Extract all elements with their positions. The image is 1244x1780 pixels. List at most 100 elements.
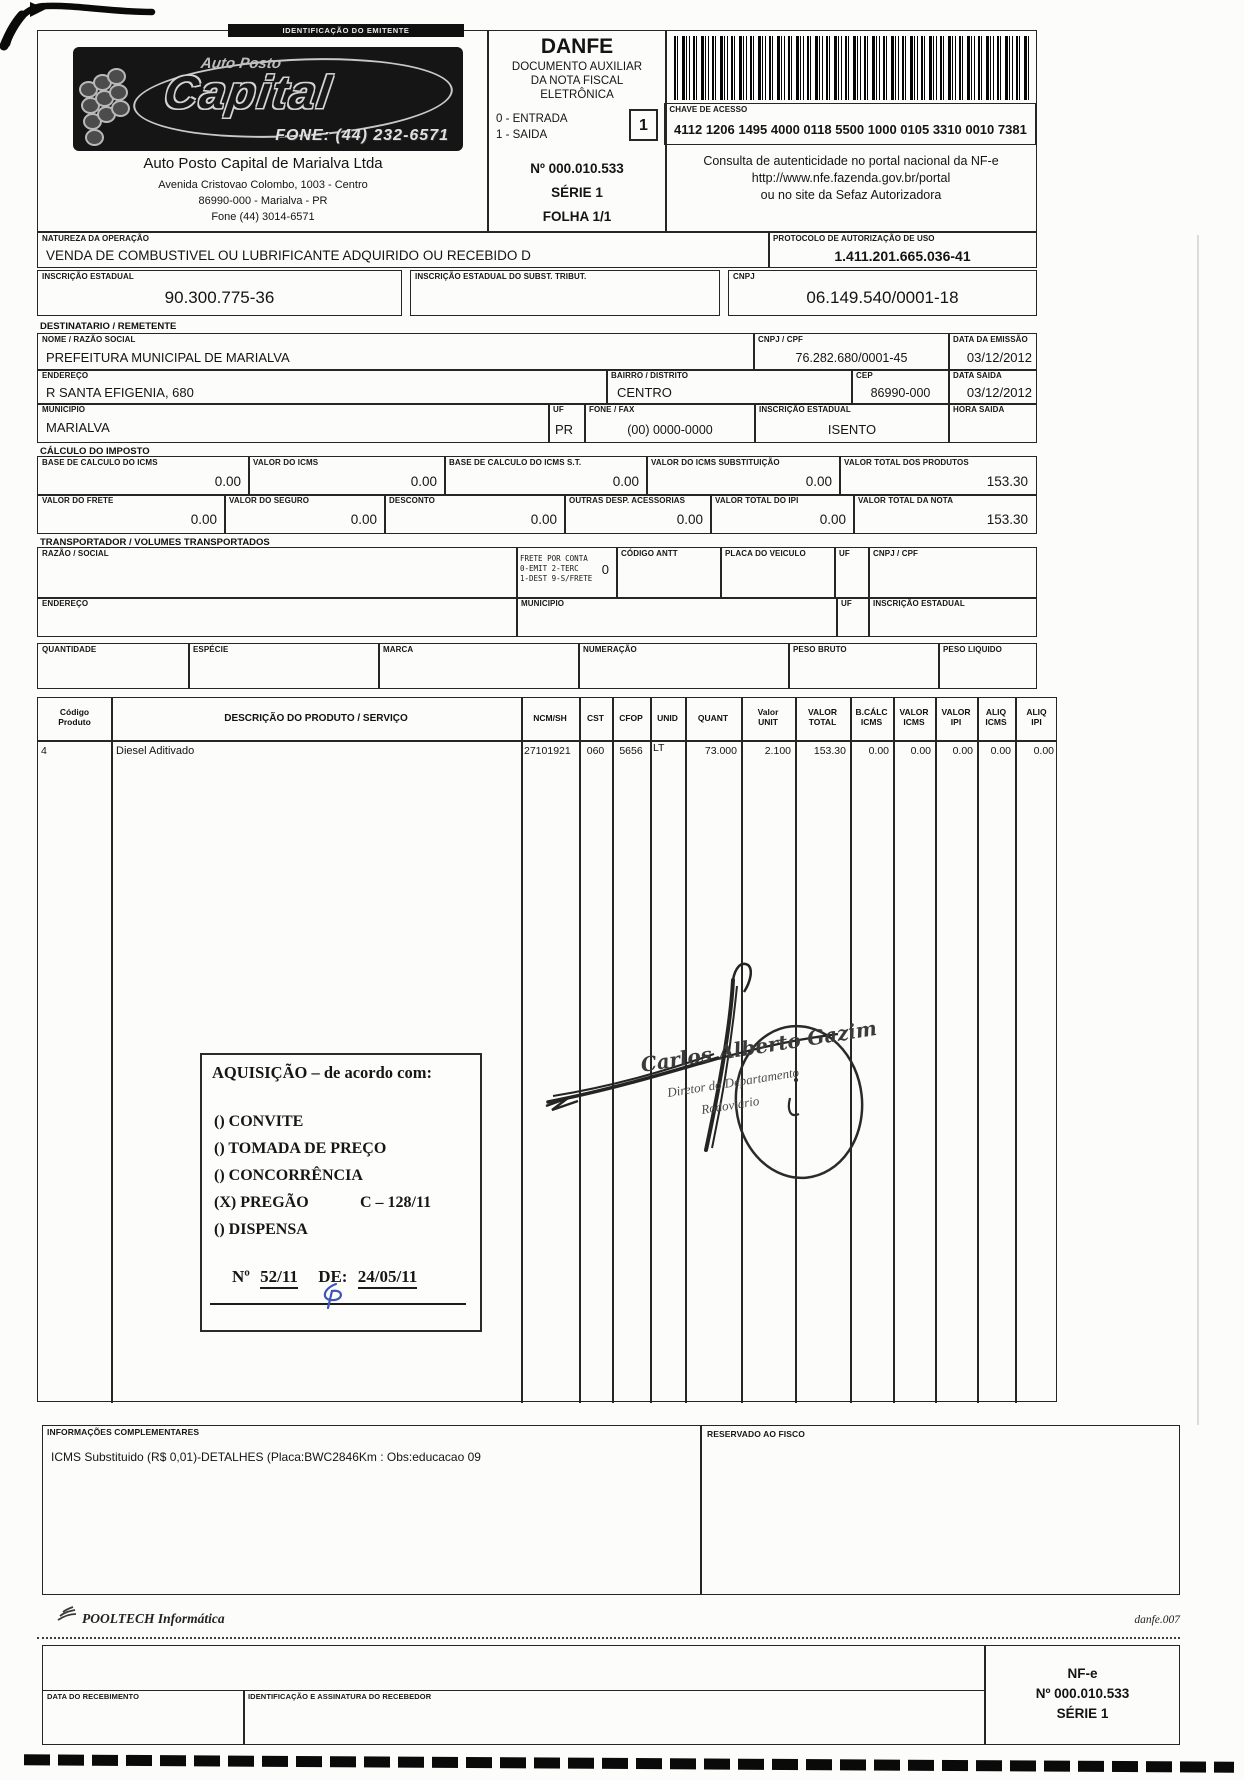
stub-data-recebimento-label: DATA DO RECEBIMENTO [47,1692,140,1701]
stamp-de-label: DE: [318,1267,348,1286]
col-header-quant: QUANT [697,713,729,723]
transp-municipio-label: MUNICIPIO [521,599,565,608]
transp-antt-label: CÓDIGO ANTT [621,549,678,558]
access-key-label: CHAVE DE ACESSO [669,105,748,114]
transp-uf1-box: UF [834,547,870,599]
imposto-r1c4-value: 0.00 [805,474,832,489]
col-header-bcalc: B.CÁLC ICMS [855,707,888,727]
inscricao-subst-label: INSCRIÇÃO ESTADUAL DO SUBST. TRIBUT. [415,272,587,281]
transp-endereco-box: ENDEREÇO [37,597,518,637]
dest-bairro-label: BAIRRO / DISTRITO [611,371,689,380]
dest-emissao-box: DATA DA EMISSÃO 03/12/2012 [948,333,1037,371]
dest-municipio-label: MUNICIPIO [42,405,86,414]
imposto-r1c2-label: VALOR DO ICMS [253,458,319,467]
transp-frete-box: FRETE POR CONTA 0-EMIT 2-TERC 1-DEST 9-S… [516,547,618,599]
transp-frete-label: FRETE POR CONTA 0-EMIT 2-TERC 1-DEST 9-S… [520,554,593,583]
stub-nfe-title: NF-e [1067,1666,1098,1681]
danfe-tipo: 1 [639,117,648,134]
danfe-subtitle: DOCUMENTO AUXILIAR DA NOTA FISCAL ELETRÔ… [511,61,643,101]
transp-numeracao-label: NUMERAÇÃO [583,645,637,654]
imposto-r1c1-value: 0.00 [214,474,241,489]
dest-endereco-box: ENDEREÇO R SANTA EFIGENIA, 680 [37,369,608,405]
page-edge-artifact [1197,235,1199,1425]
imposto-r1c3-value: 0.00 [612,474,639,489]
imposto-r2c5-value: 0.00 [819,512,846,527]
emitter-box: IDENTIFICAÇÃO DO EMITENTE Auto Posto Cap… [37,24,489,232]
transp-ie-label: INSCRIÇÃO ESTADUAL [873,599,965,608]
scan-mark [0,2,156,51]
dest-uf-value: PR [555,422,574,437]
danfe-title: DANFE [540,35,614,58]
imposto-r1c5-value: 153.30 [986,474,1028,489]
cell-cst: 060 [586,745,605,757]
products-table: Código Produto DESCRIÇÃO DO PRODUTO / SE… [37,697,1057,1403]
logo-phone: FONE: (44) 232-6571 [275,127,449,144]
cut-dotted-line [37,1637,1180,1639]
transp-endereco-label: ENDEREÇO [42,599,89,608]
info-complementares-box: INFORMAÇÕES COMPLEMENTARES ICMS Substitu… [42,1425,702,1595]
transp-uf2-box: UF [836,597,870,637]
stamp-date: 24/05/11 [357,1267,418,1289]
cell-quant: 73.000 [704,745,737,757]
transp-pesoliquido-label: PESO LIQUIDO [943,645,1002,654]
imposto-r2c1-label: VALOR DO FRETE [42,496,114,505]
imposto-r2c4-label: OUTRAS DESP. ACESSORIAS [569,496,686,505]
cell-aliqicms: 0.00 [990,745,1011,757]
dest-saida-box: DATA SAIDA 03/12/2012 [948,369,1037,405]
cnpj-value: 06.149.540/0001-18 [806,288,959,307]
transp-antt-box: CÓDIGO ANTT [616,547,722,599]
danfe-folha: FOLHA 1/1 [542,209,612,224]
inscricao-estadual-label: INSCRIÇÃO ESTADUAL [42,272,134,281]
cell-vtotal: 153.30 [813,745,846,757]
col-header-ncm: NCM/SH [533,713,567,723]
dest-cep-label: CEP [856,371,873,380]
stamp-number-line: Nº 52/11 DE: 24/05/11 [232,1267,418,1289]
col-header-descricao: DESCRIÇÃO DO PRODUTO / SERVIÇO [224,713,408,724]
imposto-r2c6-value: 153.30 [986,512,1028,527]
stub-data-recebimento-box: DATA DO RECEBIMENTO [42,1690,245,1745]
dest-fone-value: (00) 0000-0000 [627,423,713,437]
imposto-r2c5-label: VALOR TOTAL DO IPI [715,496,799,505]
natureza-value: VENDA DE COMBUSTIVEL OU LUBRIFICANTE ADQ… [46,248,531,263]
imposto-r1c5-label: VALOR TOTAL DOS PRODUTOS [844,458,969,467]
transp-cnpj-label: CNPJ / CPF [873,549,919,558]
dest-cep-value: 86990-000 [870,386,931,400]
stamp-option-concorrencia: () CONCORRÊNCIA [214,1167,363,1184]
protocolo-label: PROTOCOLO DE AUTORIZAÇÃO DE USO [773,234,935,243]
cell-ncm: 27101921 [524,745,571,757]
col-header-vipi: VALOR IPI [941,707,971,727]
imposto-r2c5: VALOR TOTAL DO IPI 0.00 [710,494,855,534]
stub-assinatura-label: IDENTIFICAÇÃO E ASSINATURA DO RECEBEDOR [248,1692,432,1701]
danfe-tipo-box: 1 [629,109,658,141]
cell-aliqipi: 0.00 [1033,745,1054,757]
danfe-entrada: 0 - ENTRADA [496,113,568,125]
stamp-number-prefix: Nº [232,1267,250,1286]
stub-assinatura-box: IDENTIFICAÇÃO E ASSINATURA DO RECEBEDOR [243,1690,985,1745]
stub-nfe-box: NF-e Nº 000.010.533 SÉRIE 1 [985,1645,1180,1745]
cnpj-label: CNPJ [733,272,755,281]
imposto-r2c2-value: 0.00 [350,512,377,527]
access-consulta: Consulta de autenticidade no portal naci… [703,154,999,202]
transp-pesobruto-box: PESO BRUTO [788,643,940,689]
inscricao-estadual-value: 90.300.775-36 [164,288,275,307]
transp-quantidade-label: QUANTIDADE [42,645,97,654]
imposto-r1c3-label: BASE DE CALCULO DO ICMS S.T. [449,458,582,467]
emitter-phone: Fone (44) 3014-6571 [211,211,315,223]
dest-fone-label: FONE / FAX [589,405,635,414]
products-header-divider [38,740,1056,742]
col-header-cst: CST [587,713,604,723]
emitter-id-bar: IDENTIFICAÇÃO DO EMITENTE [228,24,464,37]
transp-marca-label: MARCA [383,645,414,654]
stub-nfe-serie: SÉRIE 1 [1056,1706,1109,1721]
danfe-numero: Nº 000.010.533 [530,161,624,176]
imposto-r1c5: VALOR TOTAL DOS PRODUTOS 153.30 [839,456,1037,496]
access-box: CHAVE DE ACESSO 4112 1206 1495 4000 0118… [664,30,1037,232]
transp-marca-box: MARCA [378,643,580,689]
protocolo-value: 1.411.201.665.036-41 [834,248,971,264]
dest-bairro-value: CENTRO [617,385,672,400]
dest-hora-box: HORA SAIDA [948,403,1037,443]
imposto-r1c1-label: BASE DE CALCULO DO ICMS [42,458,158,467]
danfe-serie: SÉRIE 1 [551,185,603,200]
